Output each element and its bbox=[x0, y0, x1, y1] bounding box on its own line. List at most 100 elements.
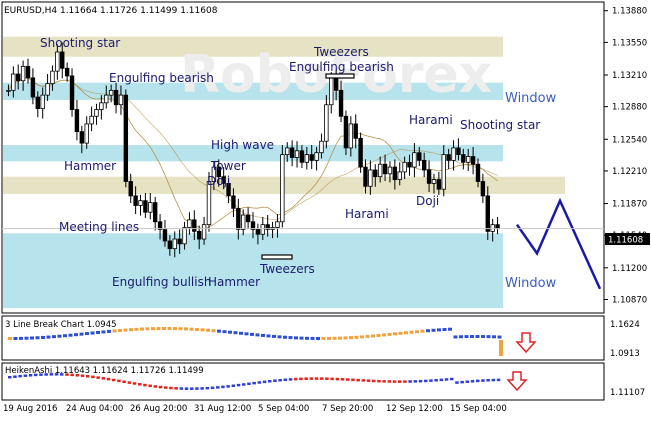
line-break-bar bbox=[90, 331, 95, 335]
heiken-ashi-bar bbox=[439, 378, 444, 382]
candle-body bbox=[118, 94, 124, 106]
line-break-bar bbox=[96, 330, 100, 334]
candle-body bbox=[74, 109, 80, 132]
heiken-ashi-bar bbox=[44, 373, 48, 376]
heiken-ashi-bar bbox=[138, 383, 142, 386]
candle-body bbox=[16, 73, 21, 82]
line-break-bar bbox=[464, 335, 469, 339]
heiken-ashi-bar bbox=[122, 380, 126, 383]
label-meeting-lines: Meeting lines bbox=[59, 220, 139, 234]
heiken-ashi-bar bbox=[13, 375, 17, 378]
price-tick-label: 1.10870 bbox=[612, 295, 647, 305]
candle-body bbox=[182, 227, 187, 245]
line-break-bar bbox=[475, 335, 480, 339]
line-break-bar bbox=[57, 334, 62, 338]
heiken-ashi-bar bbox=[158, 385, 163, 389]
tweezers-top-marker bbox=[325, 73, 355, 79]
heiken-ashi-bar bbox=[190, 387, 194, 390]
candle-body bbox=[475, 163, 481, 182]
heiken-ashi-bar bbox=[470, 380, 475, 383]
line-break-bar bbox=[41, 335, 45, 339]
heiken-ashi-bar bbox=[18, 374, 22, 378]
heiken-ashi-bar bbox=[226, 385, 230, 388]
candle-body bbox=[353, 123, 358, 139]
line-break-bar bbox=[343, 336, 348, 340]
candle-body bbox=[304, 154, 310, 163]
line-break-bar bbox=[13, 336, 18, 340]
heiken-ashi-bar bbox=[491, 378, 496, 382]
line-break-bar bbox=[492, 335, 496, 339]
line-break-bars bbox=[8, 327, 503, 356]
line-break-bar bbox=[233, 331, 238, 335]
time-tick: 24 Aug 04:00 bbox=[66, 404, 123, 414]
heiken-ashi-bar bbox=[101, 377, 106, 380]
heiken-ashi-bar bbox=[325, 377, 329, 380]
heiken-ashi-bar bbox=[80, 374, 85, 377]
time-tick: 5 Sep 04:00 bbox=[258, 404, 309, 414]
heiken-ashi-bar bbox=[314, 377, 319, 380]
heiken-ashi-bar bbox=[148, 384, 152, 388]
candle-body bbox=[480, 181, 486, 197]
candle-body bbox=[206, 181, 212, 226]
heiken-ashi-bar bbox=[429, 379, 433, 382]
candle-body bbox=[485, 195, 490, 232]
main-candles bbox=[6, 42, 500, 258]
candle-body bbox=[162, 229, 168, 242]
candle-body bbox=[436, 179, 442, 190]
forecast-line bbox=[515, 197, 602, 290]
heiken-ashi-bar bbox=[65, 373, 69, 376]
heiken-ashi-bar bbox=[304, 377, 308, 380]
heiken-ashi-bar bbox=[252, 381, 256, 385]
candle-body bbox=[60, 51, 65, 69]
line-break-bar bbox=[376, 333, 381, 337]
line-break-bar bbox=[459, 335, 463, 339]
heiken-ashi-bar bbox=[486, 379, 490, 382]
line-break-axis-top: 1.1624 bbox=[610, 320, 640, 330]
label-hammer: Hammer bbox=[64, 159, 116, 173]
candle-body bbox=[79, 131, 85, 144]
line-break-bar bbox=[499, 340, 503, 356]
line-break-bar bbox=[145, 327, 150, 331]
candle-body bbox=[309, 154, 314, 161]
label-engulfing-bearish: Engulfing bearish bbox=[109, 71, 214, 85]
candle-body bbox=[470, 156, 476, 165]
line-break-bar bbox=[162, 327, 166, 331]
line-break-bar bbox=[129, 328, 133, 332]
heiken-ashi-bar bbox=[221, 385, 225, 389]
heiken-ashi-bar bbox=[356, 378, 360, 382]
line-break-bar bbox=[24, 336, 29, 340]
candle-body bbox=[94, 109, 99, 117]
line-break-bar bbox=[354, 335, 359, 339]
candle-body bbox=[55, 51, 60, 72]
candle-body bbox=[172, 238, 177, 250]
line-break-bar bbox=[321, 336, 326, 340]
heiken-ashi-bar bbox=[143, 383, 147, 387]
line-break-bar bbox=[481, 335, 485, 339]
candle-body bbox=[84, 123, 89, 144]
line-break-bar bbox=[431, 328, 436, 332]
line-break-bar bbox=[228, 330, 232, 334]
candle-body bbox=[241, 214, 246, 230]
candle-body bbox=[329, 77, 334, 106]
candle-body bbox=[495, 224, 500, 229]
candle-body bbox=[466, 156, 471, 163]
candle-body bbox=[426, 169, 432, 184]
candle-body bbox=[446, 154, 451, 161]
line-break-bar bbox=[398, 331, 403, 335]
heiken-ashi-bar bbox=[372, 379, 376, 383]
line-break-bar bbox=[332, 336, 337, 340]
heiken-ashi-bar bbox=[413, 380, 418, 383]
label-shooting-star-right: Shooting star bbox=[460, 118, 540, 132]
line-break-bar bbox=[294, 336, 298, 340]
candle-body bbox=[143, 200, 148, 213]
heiken-ashi-bar bbox=[132, 382, 137, 385]
candle-body bbox=[299, 150, 305, 163]
line-break-bar bbox=[195, 327, 199, 331]
candle-body bbox=[30, 77, 36, 98]
line-break-bar bbox=[497, 335, 502, 339]
line-break-bar bbox=[453, 335, 458, 339]
heiken-ashi-bar bbox=[247, 382, 251, 386]
candle-body bbox=[89, 115, 94, 125]
line-break-bar bbox=[239, 331, 243, 335]
